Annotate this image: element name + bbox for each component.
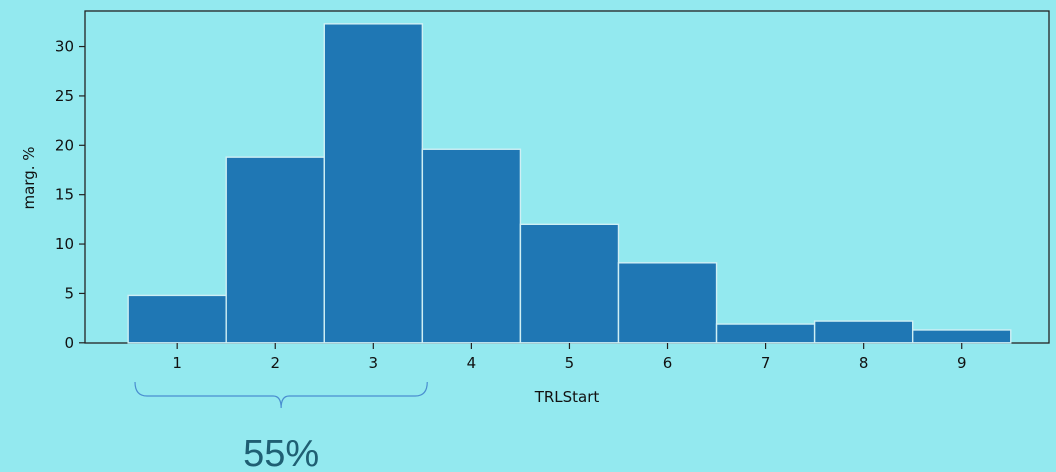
x-tick-label: 2	[270, 354, 280, 372]
y-tick-label: 25	[55, 87, 74, 105]
x-tick-label: 6	[663, 354, 673, 372]
x-tick-label: 4	[467, 354, 477, 372]
y-axis-ticks: 0 5 10 15 20 25 30	[55, 38, 85, 352]
y-tick-label: 15	[55, 186, 74, 204]
bar-4	[421, 148, 522, 344]
bars-group	[127, 23, 1012, 344]
annotation-bracket	[134, 381, 428, 409]
y-tick-label: 10	[55, 235, 74, 253]
x-axis-title: TRLStart	[534, 388, 600, 406]
x-tick-label: 1	[172, 354, 182, 372]
bar-7	[715, 323, 816, 344]
bar-1	[127, 294, 227, 344]
y-tick-label: 0	[64, 334, 74, 352]
annotation-percentage: 55%	[243, 433, 319, 472]
x-tick-label: 5	[565, 354, 575, 372]
bar-3	[323, 23, 424, 344]
x-axis-ticks: 1 2 3 4 5 6 7 8 9	[172, 343, 966, 372]
x-tick-label: 9	[957, 354, 967, 372]
x-tick-label: 8	[859, 354, 869, 372]
x-tick-label: 3	[369, 354, 379, 372]
x-tick-label: 7	[761, 354, 771, 372]
bar-2	[225, 156, 325, 344]
bar-6	[617, 262, 718, 344]
y-tick-label: 5	[64, 284, 74, 302]
bar-5	[519, 223, 620, 344]
y-tick-label: 30	[55, 38, 74, 56]
bar-9	[911, 329, 1012, 344]
y-axis-title: marg. %	[20, 146, 38, 209]
bar-8	[813, 320, 914, 344]
y-tick-label: 20	[55, 136, 74, 154]
